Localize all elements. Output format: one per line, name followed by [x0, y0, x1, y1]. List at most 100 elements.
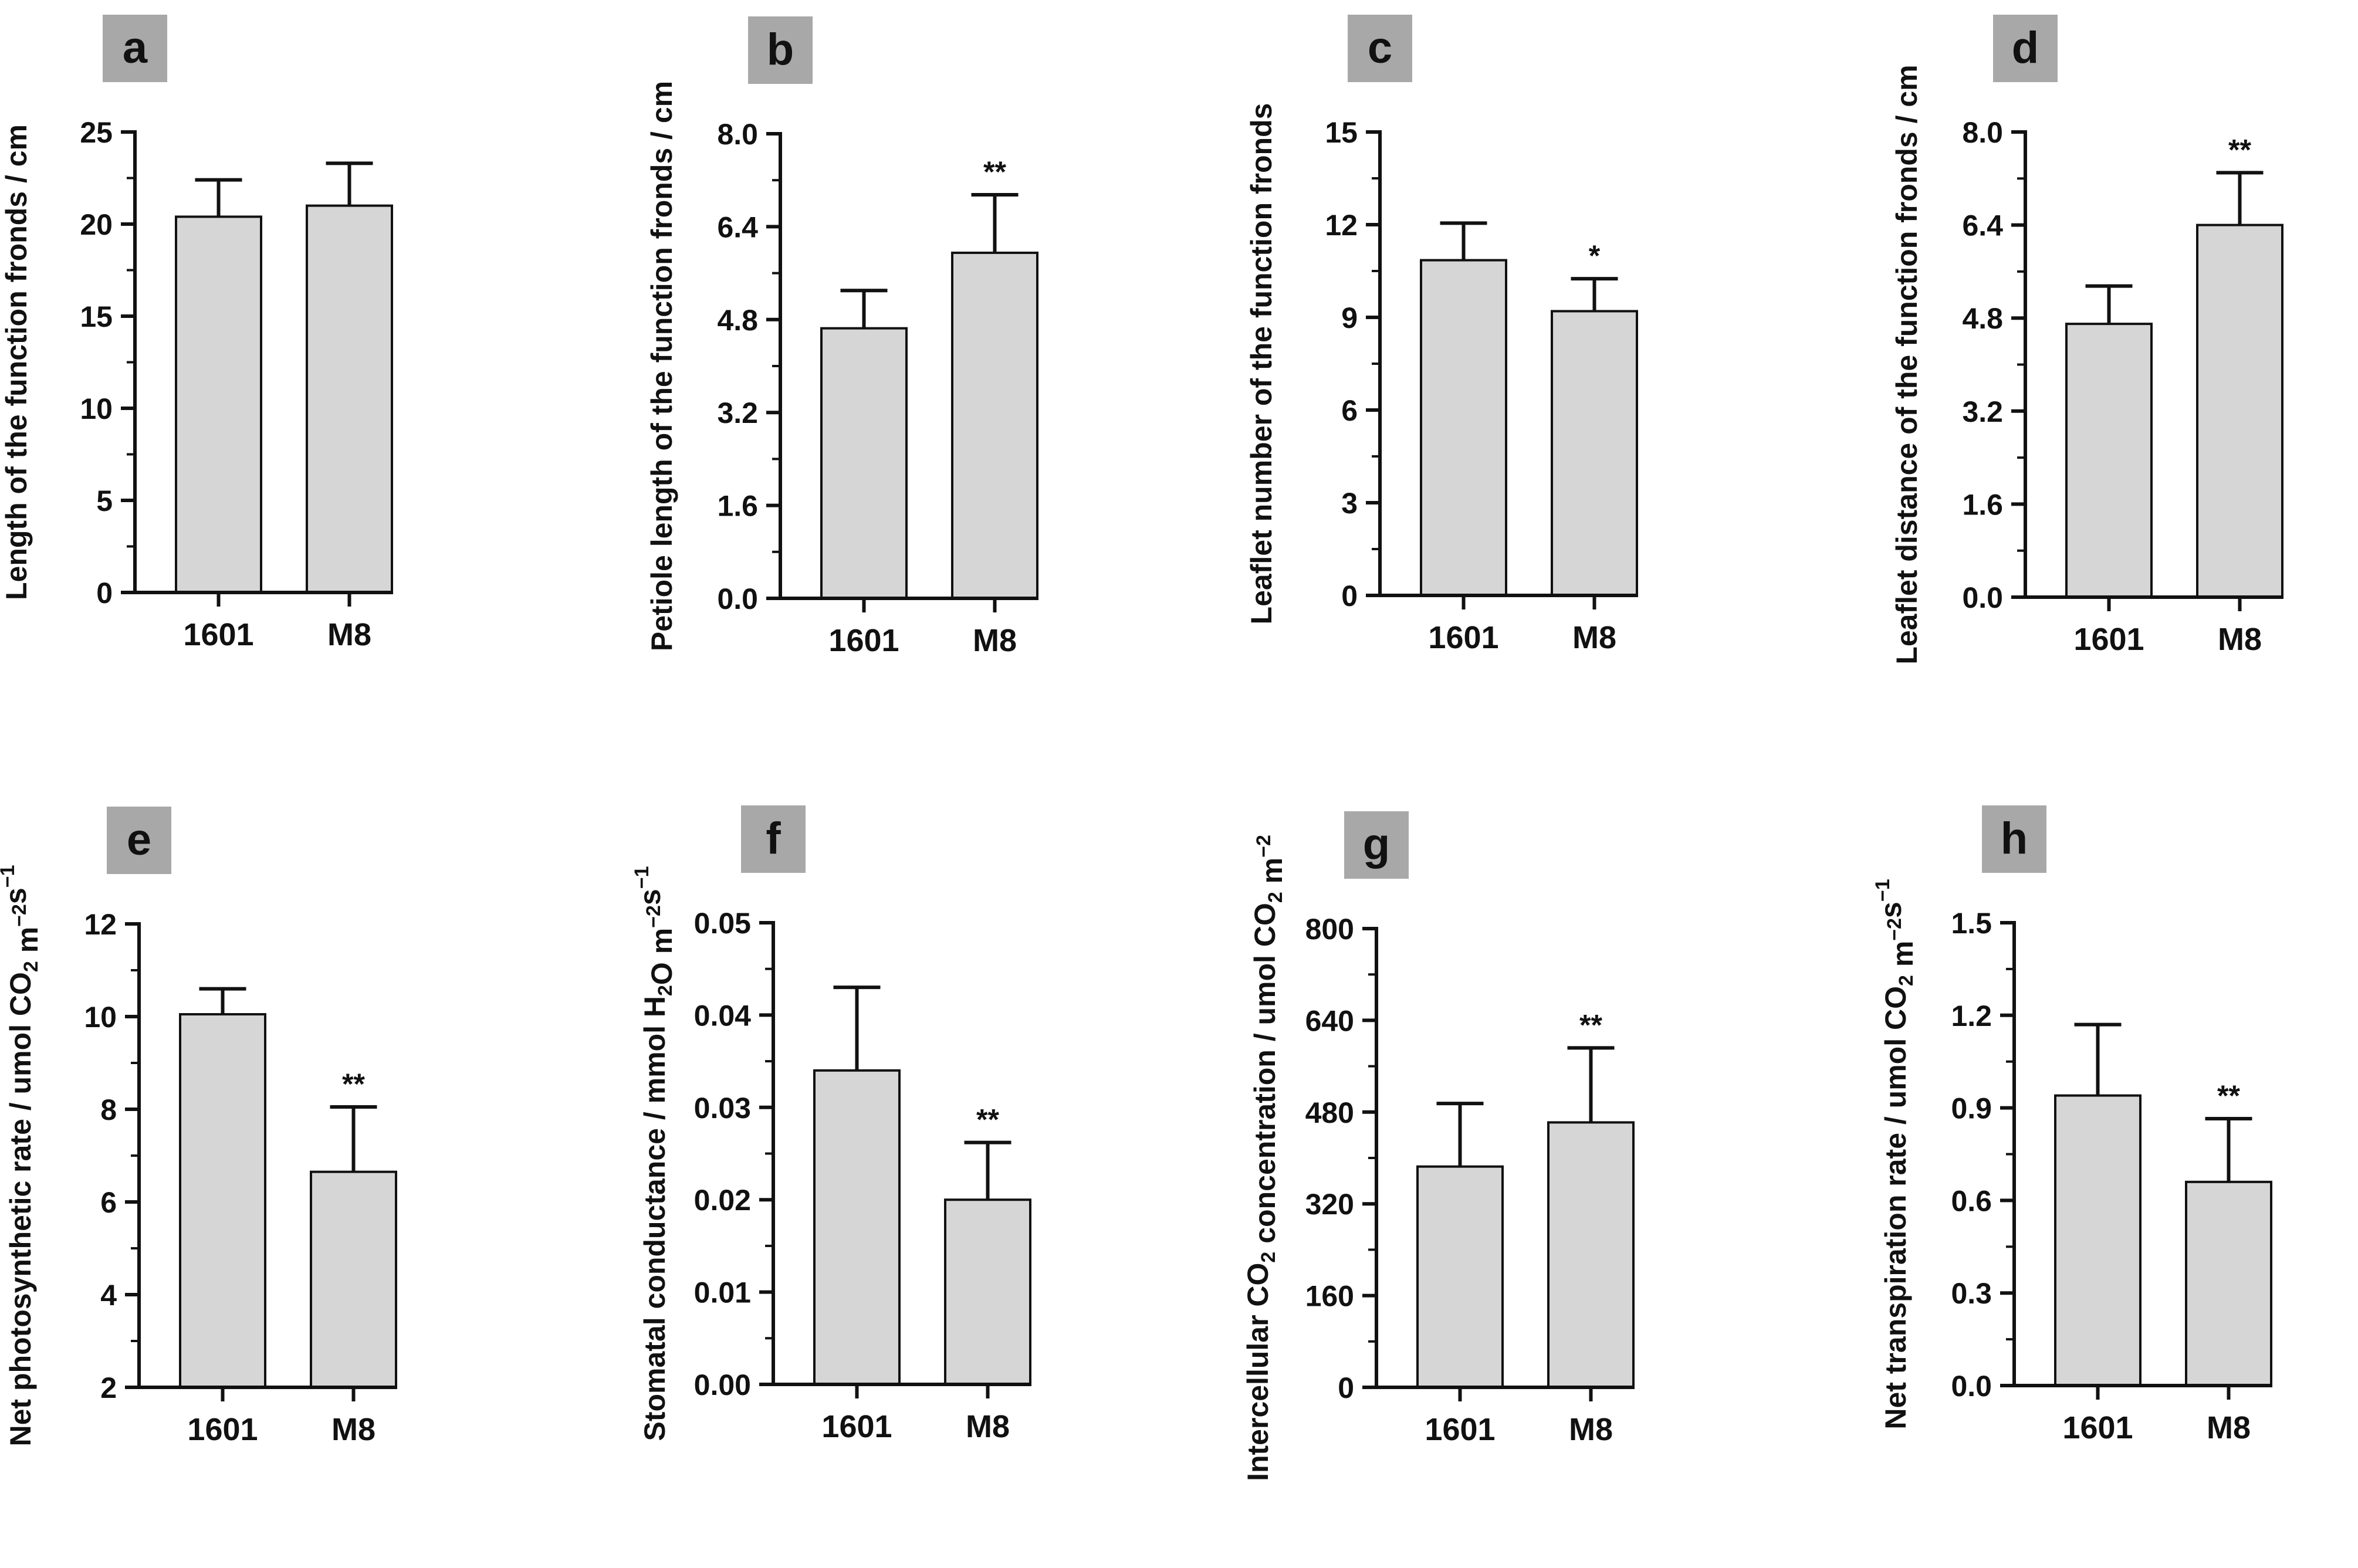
panel-label-box: [741, 805, 806, 873]
y-axis-label-text: Length of the function fronds / cm: [0, 124, 33, 600]
bar-1601: [1420, 259, 1507, 597]
y-tick-label: 0.02: [694, 1184, 751, 1217]
chart-panel-h: h 1601 ** M8 0.0 0.3 0.6 0.9 1.2 1.5 Net transpira…: [1872, 805, 2272, 1445]
y-tick-label: 0.3: [1951, 1277, 1992, 1310]
significance-marker: **: [983, 155, 1006, 188]
bar-m8: [2196, 223, 2283, 599]
y-tick-label: 320: [1305, 1188, 1354, 1221]
chart-panel-c: c 1601 * M8 0 3 6 9 12 15 Leaflet number of the fu…: [1245, 15, 1638, 655]
y-axis-label: Intercellular CO2 concentration / umol C…: [1241, 835, 1288, 1481]
y-tick-label: 15: [80, 300, 113, 333]
y-axis-label: Net transpiration rate / umol CO2 m−2s−1: [1872, 879, 1919, 1429]
y-tick-label: 3.2: [1962, 395, 2003, 428]
y-axis-label-sup: −2: [642, 905, 665, 928]
chart-panel-d: d 1601 ** M8 0.0 1.6 3.2 4.8 6.4 8.0 Leaflet dista…: [1890, 15, 2283, 665]
bar-m8: [1551, 310, 1638, 597]
panel-label-box: [1344, 811, 1409, 879]
y-axis-label-sub: 2: [1264, 892, 1287, 903]
x-tick-label: M8: [1569, 1412, 1613, 1447]
x-tick-label: M8: [2218, 622, 2262, 657]
y-tick-label: 0.6: [1951, 1184, 1992, 1217]
y-axis-label-text: Leaflet distance of the function fronds …: [1890, 65, 1923, 664]
panel-letter: e: [127, 815, 151, 865]
chart-panel-b: b 1601 ** M8 0.0 1.6 3.2 4.8 6.4 8.0 Petiole lengt…: [645, 16, 1038, 658]
bar-1601: [2054, 1094, 2142, 1387]
panel-letter: h: [2001, 814, 2028, 863]
chart-panel-a: a 1601 M8 0 5 10 15 20 25 Length of the function …: [0, 15, 393, 652]
panel-label-box: [1982, 805, 2046, 873]
y-tick-label: 15: [1325, 116, 1358, 149]
bar-m8: [951, 251, 1038, 600]
bar-m8: [944, 1198, 1031, 1386]
y-tick-label: 1.6: [1962, 488, 2003, 521]
y-tick-label: 0.0: [717, 583, 758, 615]
significance-marker: *: [1589, 239, 1601, 272]
panel-letter: d: [2012, 23, 2039, 73]
y-axis-label-sup: −2: [8, 904, 31, 927]
y-tick-label: 0.05: [694, 907, 751, 940]
y-tick-label: 9: [1341, 302, 1358, 334]
y-axis-label: Stomatal conductance / mmol H2O m−2s−1: [631, 866, 678, 1441]
y-axis-label: Length of the function fronds / cm: [0, 124, 33, 600]
x-tick-label: M8: [1572, 620, 1616, 655]
x-tick-label: M8: [973, 623, 1017, 658]
y-tick-label: 0.0: [1962, 581, 2003, 614]
y-axis-label-text: m: [1886, 941, 1919, 975]
significance-marker: **: [342, 1068, 365, 1100]
y-tick-label: 3: [1341, 487, 1358, 520]
y-axis-label: Leaflet distance of the function fronds …: [1890, 65, 1923, 664]
y-tick-label: 12: [1325, 209, 1358, 242]
significance-marker: **: [1579, 1008, 1602, 1041]
y-tick-label: 800: [1305, 913, 1354, 946]
y-tick-label: 3.2: [717, 397, 758, 429]
significance-marker: **: [2228, 133, 2251, 166]
y-axis-label-text: Net photosynthetic rate / umol CO: [4, 972, 37, 1446]
y-tick-label: 0.04: [694, 999, 752, 1032]
chart-panel-f: f 1601 ** M8 0.00 0.01 0.02 0.03 0.04 0.05 Stomata…: [631, 805, 1031, 1444]
y-tick-label: 1.2: [1951, 1000, 1992, 1032]
y-axis-label-text: Intercellular CO: [1241, 1263, 1274, 1481]
y-axis-label-sub: 2: [1257, 1252, 1280, 1263]
y-axis-label-sup: −1: [631, 866, 653, 889]
x-tick-label: 1601: [187, 1412, 258, 1447]
y-axis-label-text: m: [1256, 858, 1288, 892]
panel-letter: a: [123, 23, 148, 73]
y-tick-label: 0.9: [1951, 1092, 1992, 1125]
y-axis-label-text: m: [11, 927, 44, 961]
y-axis-label-text: s: [1875, 902, 1907, 918]
y-axis-label: Petiole length of the function fronds / …: [645, 81, 678, 651]
y-tick-label: 12: [84, 908, 117, 941]
x-tick-label: 1601: [2073, 622, 2144, 657]
x-tick-label: 1601: [821, 1409, 892, 1444]
x-tick-label: 1601: [1425, 1412, 1495, 1447]
panel-label-box: [107, 807, 171, 874]
y-tick-label: 2: [100, 1371, 117, 1404]
panel-label-box: [1348, 15, 1412, 82]
significance-marker: **: [2217, 1079, 2240, 1112]
y-axis-label-sup: −2: [1253, 835, 1275, 858]
bar-1601: [813, 1069, 901, 1386]
significance-marker: **: [976, 1103, 999, 1136]
x-tick-label: 1601: [183, 617, 253, 652]
y-axis-label-text: Stomatal conductance / mmol H: [638, 996, 671, 1441]
y-axis-label-text: O m: [645, 928, 678, 985]
bar-1601: [1416, 1165, 1504, 1388]
bar-1601: [820, 327, 908, 600]
bar-1601: [175, 215, 262, 594]
y-tick-label: 0: [1341, 580, 1358, 612]
y-axis-label-text: Leaflet number of the function fronds: [1245, 103, 1278, 625]
y-tick-label: 25: [80, 116, 113, 149]
panel-label-box: [1993, 15, 2058, 82]
bar-m8: [306, 204, 393, 594]
y-tick-label: 5: [96, 485, 113, 517]
y-tick-label: 0.03: [694, 1092, 751, 1125]
bar-1601: [179, 1013, 266, 1389]
x-tick-label: 1601: [2062, 1410, 2133, 1445]
y-tick-label: 0: [1338, 1371, 1354, 1404]
y-axis-label-sub: 2: [20, 961, 42, 972]
panel-label-box: [748, 16, 813, 84]
y-tick-label: 6: [1341, 394, 1358, 427]
y-tick-label: 6.4: [1962, 209, 2003, 242]
y-tick-label: 640: [1305, 1004, 1354, 1037]
